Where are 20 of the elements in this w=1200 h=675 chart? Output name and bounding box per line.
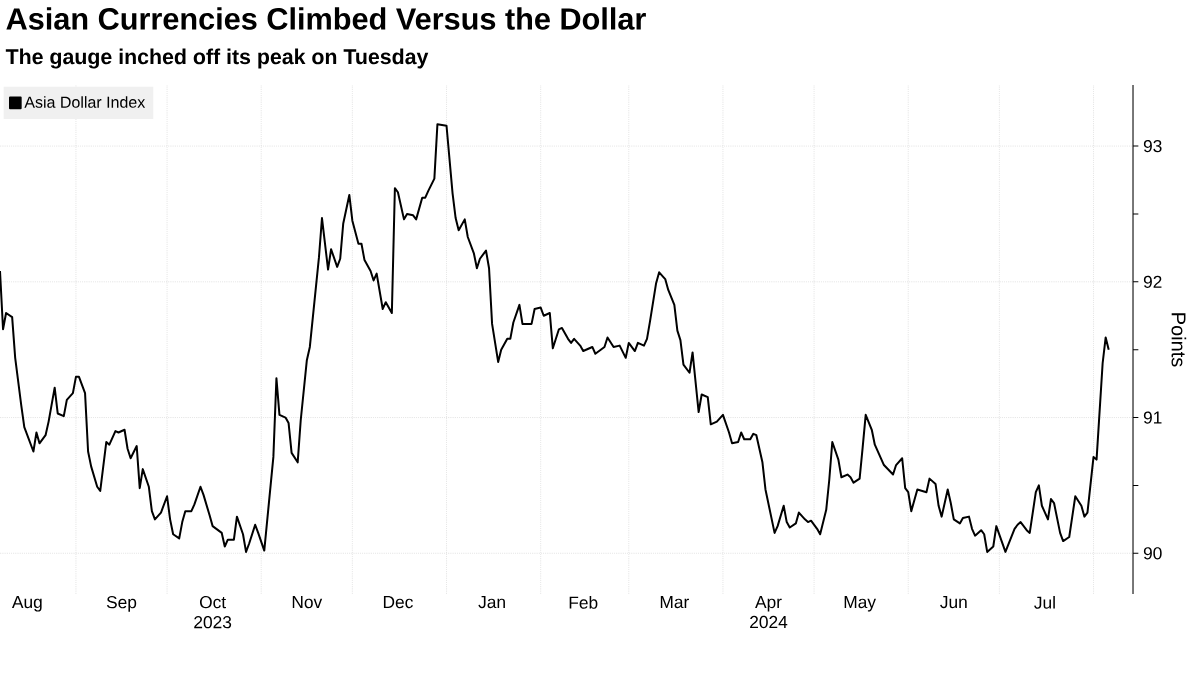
chart-title: Asian Currencies Climbed Versus the Dollar <box>6 7 646 30</box>
x-tick-label: Mar <box>660 596 689 609</box>
legend-label: Asia Dollar Index <box>24 96 146 108</box>
x-tick-label: Apr 2024 <box>750 596 788 629</box>
x-tick-label: May <box>844 596 876 612</box>
x-tick-label: Aug <box>11 596 42 612</box>
x-tick-label: Dec <box>383 596 413 609</box>
x-tick-label: Jun <box>940 596 967 609</box>
chart-subtitle: The gauge inched off its peak on Tuesday <box>5 48 429 69</box>
x-tick-label: Oct 2023 <box>194 596 232 629</box>
x-tick-label: Sep <box>106 596 137 612</box>
x-tick-label: Jul <box>1034 596 1055 609</box>
y-tick-label: 91 <box>1143 411 1162 424</box>
y-tick-label: 90 <box>1143 547 1162 560</box>
x-tick-label: Jan <box>478 596 505 609</box>
y-tick-label: 93 <box>1143 139 1162 153</box>
x-tick-label: Nov <box>292 596 323 609</box>
y-axis-title: Points <box>1171 313 1187 367</box>
y-tick-label: 92 <box>1143 275 1162 288</box>
x-tick-label: Feb <box>569 596 598 609</box>
